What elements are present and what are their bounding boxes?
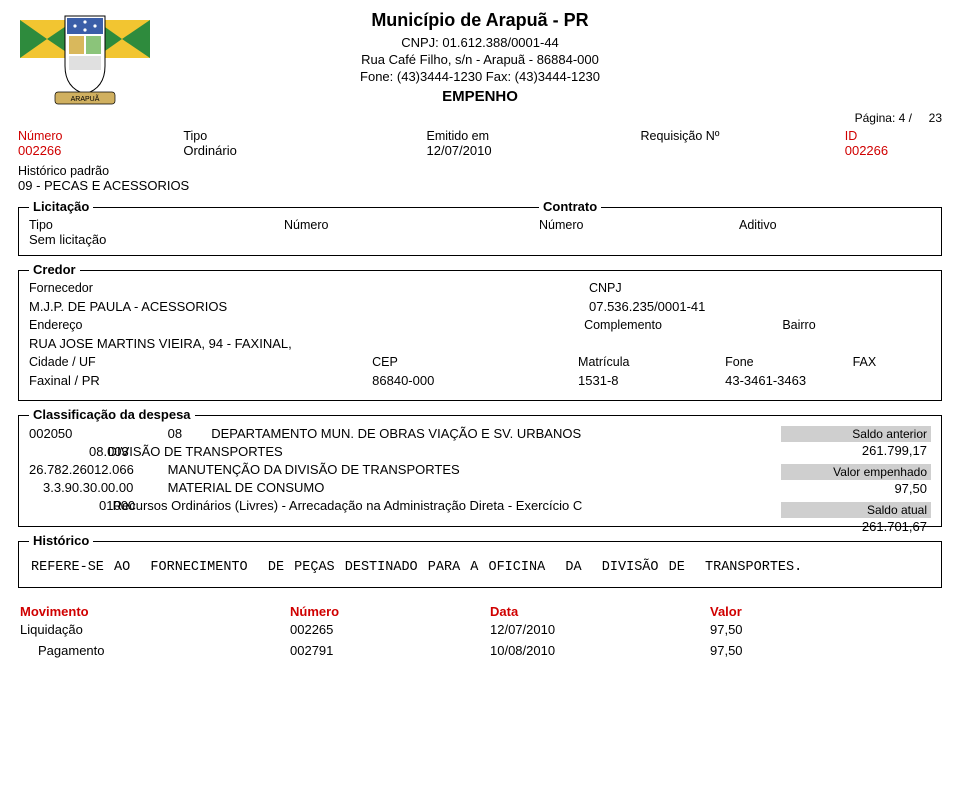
class-desc-3: MATERIAL DE CONSUMO (168, 480, 325, 495)
value-cnpj: 07.536.235/0001-41 (589, 299, 919, 314)
label-cidade: Cidade / UF (29, 355, 372, 369)
municipality-crest: ARAPUÃ (20, 8, 150, 108)
value-cidade: Faxinal / PR (29, 373, 372, 388)
class-sub-4: 01000 (29, 498, 109, 513)
label-numero: Número (18, 129, 183, 143)
lic-value-numero (284, 232, 539, 247)
contrato-label-aditivo: Aditivo (739, 218, 889, 232)
page-total: 23 (929, 111, 942, 125)
fieldset-historico: Histórico REFERE-SE AO FORNECIMENTO DE P… (18, 541, 942, 588)
label-id: ID (845, 129, 942, 143)
label-matricula: Matrícula (578, 355, 725, 369)
label-saldo-anterior: Saldo anterior (781, 426, 931, 442)
label-valor-empenhado: Valor empenhado (781, 464, 931, 480)
lic-label-tipo: Tipo (29, 218, 284, 232)
value-id: 002266 (845, 143, 942, 158)
mov-numero-1: 002791 (290, 643, 490, 658)
header-phone-fax: Fone: (43)3444-1230 Fax: (43)3444-1230 (18, 69, 942, 84)
value-numero: 002266 (18, 143, 183, 158)
value-tipo: Ordinário (183, 143, 426, 158)
lic-label-numero: Número (284, 218, 539, 232)
class-code-2: 26.782.26012.066 (29, 462, 164, 477)
label-bairro: Bairro (782, 318, 931, 332)
svg-text:ARAPUÃ: ARAPUÃ (71, 94, 100, 103)
label-saldo-atual: Saldo atual (781, 502, 931, 518)
value-historico-padrao: 09 - PECAS E ACESSORIOS (18, 178, 942, 193)
label-fornecedor: Fornecedor (29, 281, 589, 295)
label-fax: FAX (853, 355, 931, 369)
mov-tipo-1: Pagamento (20, 643, 290, 658)
legend-contrato: Contrato (539, 199, 601, 214)
label-cnpj: CNPJ (589, 281, 919, 295)
label-tipo: Tipo (183, 129, 426, 143)
value-endereco: RUA JOSE MARTINS VIEIRA, 94 - FAXINAL, (29, 336, 584, 351)
historico-text: REFERE-SE AO FORNECIMENTO DE PEÇAS DESTI… (29, 552, 931, 579)
value-saldo-atual: 261.701,67 (781, 519, 931, 534)
class-desc-1: DIVISÃO DE TRANSPORTES (108, 444, 283, 459)
value-complemento (584, 336, 782, 351)
label-requisicao: Requisição Nº (640, 129, 844, 143)
mov-data-1: 10/08/2010 (490, 643, 710, 658)
value-fornecedor: M.J.P. DE PAULA - ACESSORIOS (29, 299, 589, 314)
header-municipio: Município de Arapuã - PR (18, 10, 942, 31)
value-bairro (782, 336, 931, 351)
label-cep: CEP (372, 355, 578, 369)
label-complemento: Complemento (584, 318, 782, 332)
mov-row: Liquidação 002265 12/07/2010 97,50 (18, 619, 942, 640)
mov-tipo-0: Liquidação (20, 622, 290, 637)
doc-title: EMPENHO (18, 88, 942, 105)
value-fone: 43-3461-3463 (725, 373, 852, 388)
label-historico-padrao: Histórico padrão (18, 164, 942, 178)
value-saldo-anterior: 261.799,17 (781, 443, 931, 458)
class-desc-0: DEPARTAMENTO MUN. DE OBRAS VIAÇÃO E SV. … (211, 426, 581, 441)
mov-header-data: Data (490, 604, 710, 619)
class-desc-4: Recursos Ordinários (Livres) - Arrecadaç… (113, 498, 583, 513)
value-requisicao (640, 143, 844, 158)
class-sub-1: 08.003 (29, 444, 104, 459)
value-valor-empenhado: 97,50 (781, 481, 931, 496)
mov-header-valor: Valor (710, 604, 890, 619)
page-label: Página: 4 / (855, 111, 912, 125)
fieldset-credor: Credor Fornecedor CNPJ M.J.P. DE PAULA -… (18, 270, 942, 401)
fieldset-licitacao: Licitação Contrato Tipo Número Sem licit… (18, 207, 942, 256)
legend-licitacao: Licitação (29, 199, 93, 214)
fieldset-classificacao: Classificação da despesa 002050 08 DEPAR… (18, 415, 942, 527)
mov-header-tipo: Movimento (20, 604, 290, 619)
header-address: Rua Café Filho, s/n - Arapuã - 86884-000 (18, 52, 942, 67)
label-emitido: Emitido em (427, 129, 641, 143)
header-cnpj: CNPJ: 01.612.388/0001-44 (18, 35, 942, 50)
mov-valor-0: 97,50 (710, 622, 890, 637)
class-code-0: 002050 (29, 426, 164, 441)
value-emitido: 12/07/2010 (427, 143, 641, 158)
value-cep: 86840-000 (372, 373, 578, 388)
class-sub-0: 08 (168, 426, 208, 441)
label-fone: Fone (725, 355, 852, 369)
legend-historico: Histórico (29, 533, 93, 548)
value-fax (853, 373, 931, 388)
legend-classificacao: Classificação da despesa (29, 407, 195, 422)
mov-data-0: 12/07/2010 (490, 622, 710, 637)
mov-valor-1: 97,50 (710, 643, 890, 658)
mov-row: Pagamento 002791 10/08/2010 97,50 (18, 640, 942, 661)
contrato-label-numero: Número (539, 218, 739, 232)
class-desc-2: MANUTENÇÃO DA DIVISÃO DE TRANSPORTES (168, 462, 460, 477)
lic-value-tipo: Sem licitação (29, 232, 284, 247)
mov-header-numero: Número (290, 604, 490, 619)
value-matricula: 1531-8 (578, 373, 725, 388)
class-code-3: 3.3.90.30.00.00 (29, 480, 164, 495)
label-endereco: Endereço (29, 318, 584, 332)
mov-numero-0: 002265 (290, 622, 490, 637)
legend-credor: Credor (29, 262, 80, 277)
